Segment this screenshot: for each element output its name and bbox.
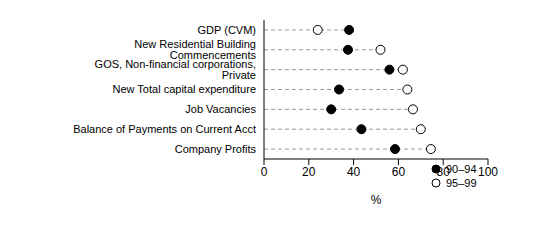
svg-text:New Total capital expenditure: New Total capital expenditure	[113, 83, 257, 95]
svg-text:Job Vacancies: Job Vacancies	[185, 103, 256, 115]
svg-text:60: 60	[392, 165, 406, 179]
html-text:90–94: 90–94	[446, 163, 477, 175]
svg-text:%: %	[371, 193, 382, 207]
html-text:95–99: 95–99	[446, 177, 477, 189]
svg-text:Balance of Payments on Current: Balance of Payments on Current Acct	[73, 123, 256, 135]
svg-text:Company Profits: Company Profits	[175, 143, 257, 155]
svg-text:20: 20	[302, 165, 316, 179]
svg-text:New Residential BuildingCommen: New Residential BuildingCommencements	[134, 38, 256, 61]
svg-text:0: 0	[261, 165, 268, 179]
svg-text:40: 40	[347, 165, 361, 179]
svg-text:80: 80	[437, 165, 451, 179]
svg-text:GOS, Non-financial corporation: GOS, Non-financial corporations,Private	[95, 58, 256, 81]
svg-text:100: 100	[478, 165, 498, 179]
svg-text:GDP (CVM): GDP (CVM)	[198, 24, 256, 36]
